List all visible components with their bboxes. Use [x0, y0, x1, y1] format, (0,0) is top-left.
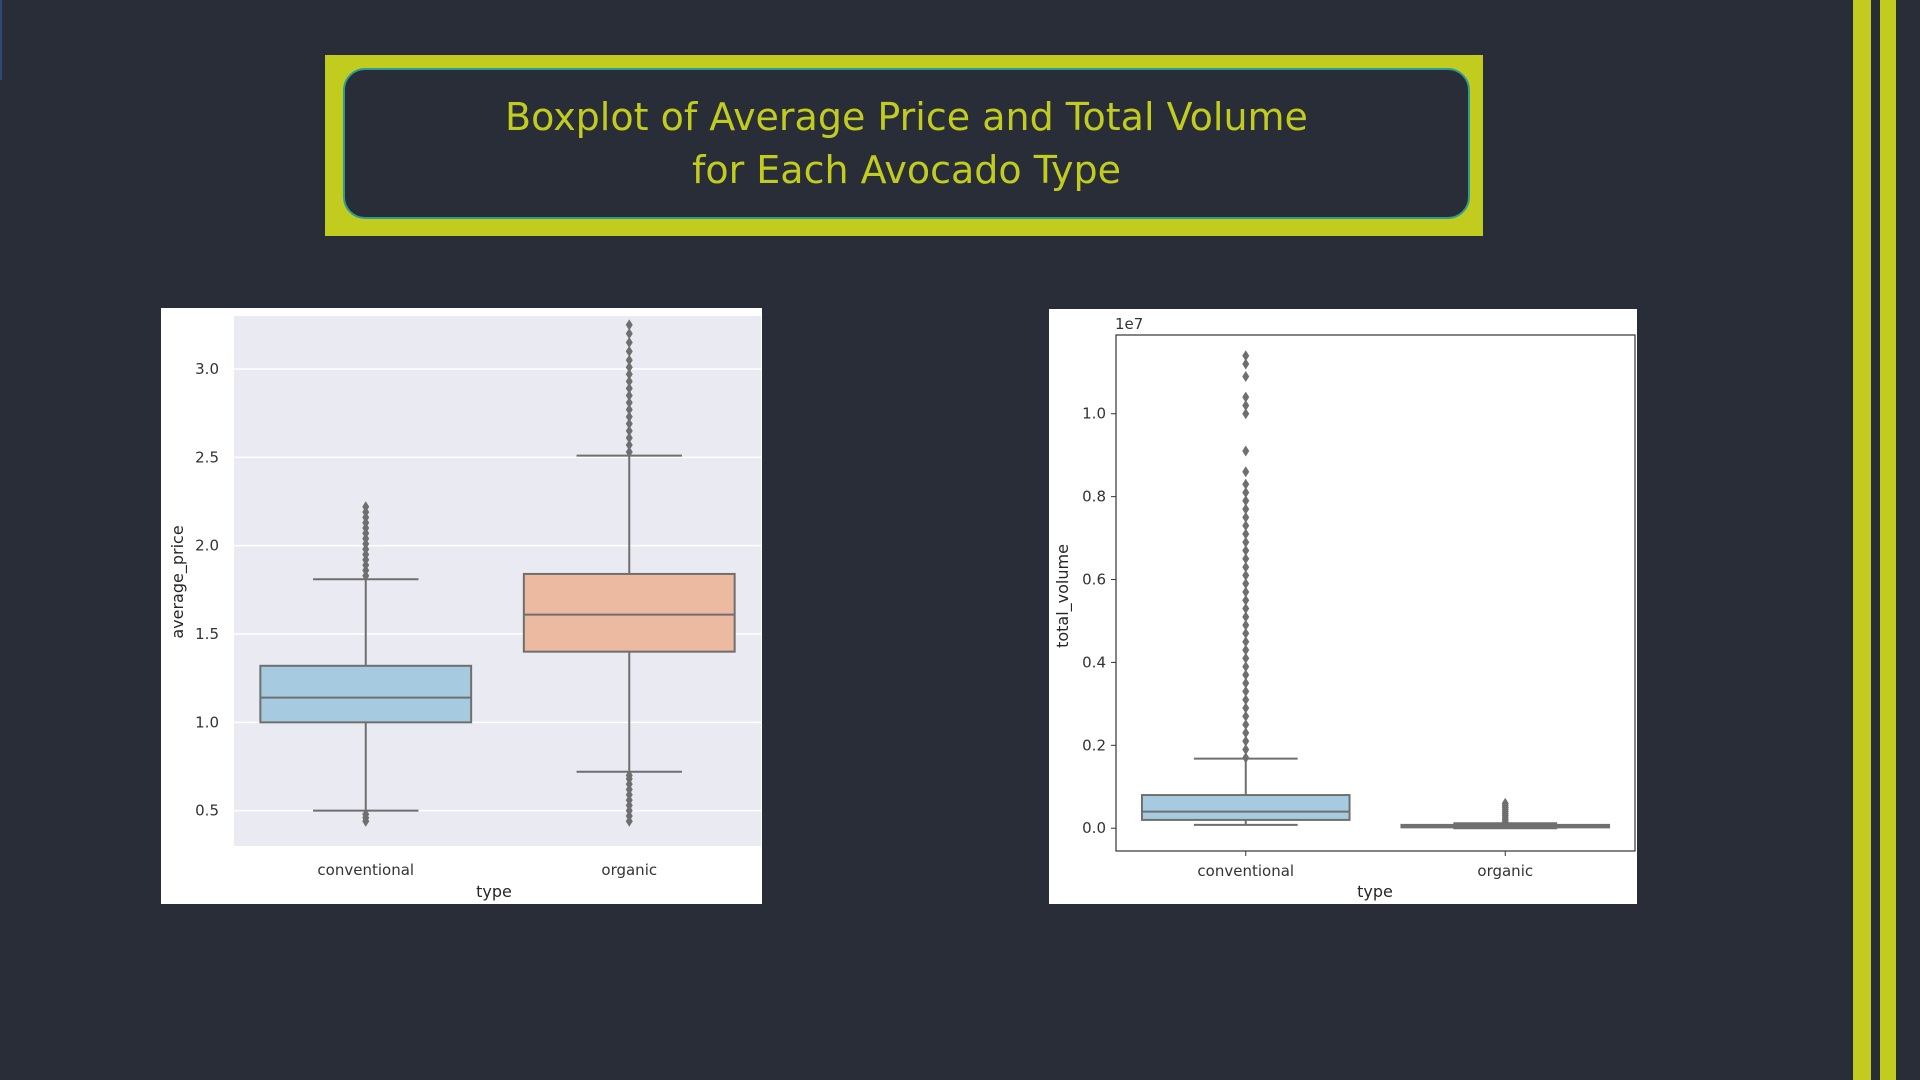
outlier-point	[1242, 578, 1250, 590]
outlier-point	[1242, 611, 1250, 623]
outlier-point	[1242, 644, 1250, 656]
outlier-point	[1242, 727, 1250, 739]
outlier-point	[1242, 553, 1250, 565]
outlier-point	[625, 446, 633, 458]
outlier-point	[1242, 536, 1250, 548]
title-line-2: for Each Avocado Type	[691, 147, 1122, 192]
outlier-point	[1501, 797, 1509, 809]
total-volume-chart-card: 0.0 0.2 0.4 0.6 0.8 1.0 conventional organic 1…	[1049, 309, 1637, 904]
plot-frame	[1115, 334, 1636, 852]
outlier-point	[625, 411, 633, 423]
y-tick-label: 0.2	[1082, 736, 1106, 754]
accent-stripe-2	[1880, 0, 1896, 1080]
outlier-point	[362, 501, 370, 513]
outlier-point	[625, 390, 633, 401]
y-tick-label: 2.0	[195, 537, 219, 555]
y-tick-label: 1.0	[195, 713, 219, 731]
outlier-point	[1242, 569, 1250, 581]
y-tick-label: 2.5	[195, 448, 219, 466]
outlier-point	[1242, 694, 1250, 706]
outlier-point	[1242, 370, 1250, 382]
outlier-point	[1242, 719, 1250, 731]
outlier-point	[1242, 408, 1250, 420]
average-price-chart-card: 0.5 1.0 1.5 2.0 2.5 3.0 conventional organic a…	[161, 308, 762, 904]
total-volume-boxplot: 0.0 0.2 0.4 0.6 0.8 1.0 conventional organic 1…	[1053, 315, 1636, 901]
corner-mark	[0, 0, 2, 80]
outlier-point	[1242, 669, 1250, 681]
outlier-point	[625, 368, 633, 380]
outlier-point	[1242, 486, 1250, 498]
outlier-point	[1242, 445, 1250, 457]
y-tick-label: 0.8	[1082, 488, 1106, 506]
outlier-point	[1242, 619, 1250, 631]
title-line-1: Boxplot of Average Price and Total Volum…	[505, 94, 1308, 139]
outlier-point	[625, 361, 633, 373]
title-box: Boxplot of Average Price and Total Volum…	[343, 68, 1470, 219]
outlier-point	[625, 319, 633, 331]
x-tick-label: organic	[601, 861, 657, 879]
outlier-point	[625, 382, 633, 394]
x-axis-label: type	[476, 882, 512, 901]
outlier-point	[625, 328, 633, 340]
y-tick-label: 3.0	[195, 360, 219, 378]
outlier-point	[1242, 528, 1250, 540]
outlier-point	[1242, 586, 1250, 598]
outlier-point	[1242, 358, 1250, 370]
x-axis-label: type	[1357, 882, 1393, 901]
y-tick-label: 0.5	[195, 802, 219, 820]
y-tick-label: 0.4	[1082, 653, 1106, 671]
outlier-point	[1242, 677, 1250, 689]
outlier-point	[625, 375, 633, 387]
outlier-point	[1242, 661, 1250, 673]
box-conventional	[1140, 794, 1351, 821]
outlier-point	[1242, 495, 1250, 507]
outlier-point	[1242, 710, 1250, 722]
outlier-point	[1242, 627, 1250, 639]
outlier-point	[1242, 561, 1250, 573]
outlier-point	[625, 404, 633, 416]
outlier-point	[1242, 399, 1250, 411]
y-tick-label: 0.6	[1082, 571, 1106, 589]
outlier-point	[625, 337, 633, 348]
accent-stripe-1	[1853, 0, 1871, 1080]
y-tick-label: 0.0	[1082, 819, 1106, 837]
outlier-point	[1242, 652, 1250, 664]
outlier-point	[625, 425, 633, 437]
box-organic	[522, 572, 736, 653]
outlier-point	[1242, 603, 1250, 615]
average-price-boxplot: 0.5 1.0 1.5 2.0 2.5 3.0 conventional organic a…	[168, 316, 761, 901]
outlier-point	[1242, 752, 1250, 764]
offset-label: 1e7	[1115, 315, 1143, 333]
outlier-point	[625, 397, 633, 409]
outlier-point	[1242, 545, 1250, 557]
outlier-point	[625, 432, 633, 444]
outlier-point	[1242, 511, 1250, 523]
box-conventional	[259, 664, 473, 724]
outlier-point	[1242, 743, 1250, 755]
x-tick-label: organic	[1477, 862, 1533, 880]
outlier-point	[1242, 636, 1250, 648]
outlier-point	[1242, 594, 1250, 606]
y-tick-label: 1.0	[1082, 405, 1106, 423]
outlier-point	[1242, 350, 1250, 362]
outlier-point	[625, 769, 633, 781]
outlier-point	[362, 808, 370, 820]
outlier-point	[625, 345, 633, 357]
outlier-point	[1242, 503, 1250, 515]
outlier-point	[1242, 685, 1250, 697]
y-axis-label: total_volume	[1053, 544, 1073, 648]
y-tick-label: 1.5	[195, 625, 219, 643]
outlier-point	[1242, 520, 1250, 532]
x-tick-label: conventional	[317, 861, 414, 879]
outlier-point	[1242, 391, 1250, 403]
x-tick-label: conventional	[1197, 862, 1294, 880]
outlier-point	[1242, 466, 1250, 478]
outlier-point	[1242, 478, 1250, 490]
outlier-point	[625, 354, 633, 366]
outlier-point	[1242, 702, 1250, 714]
y-axis-label: average_price	[168, 525, 188, 638]
outlier-point	[1242, 735, 1250, 747]
outlier-point	[625, 418, 633, 430]
outlier-point	[625, 439, 633, 451]
